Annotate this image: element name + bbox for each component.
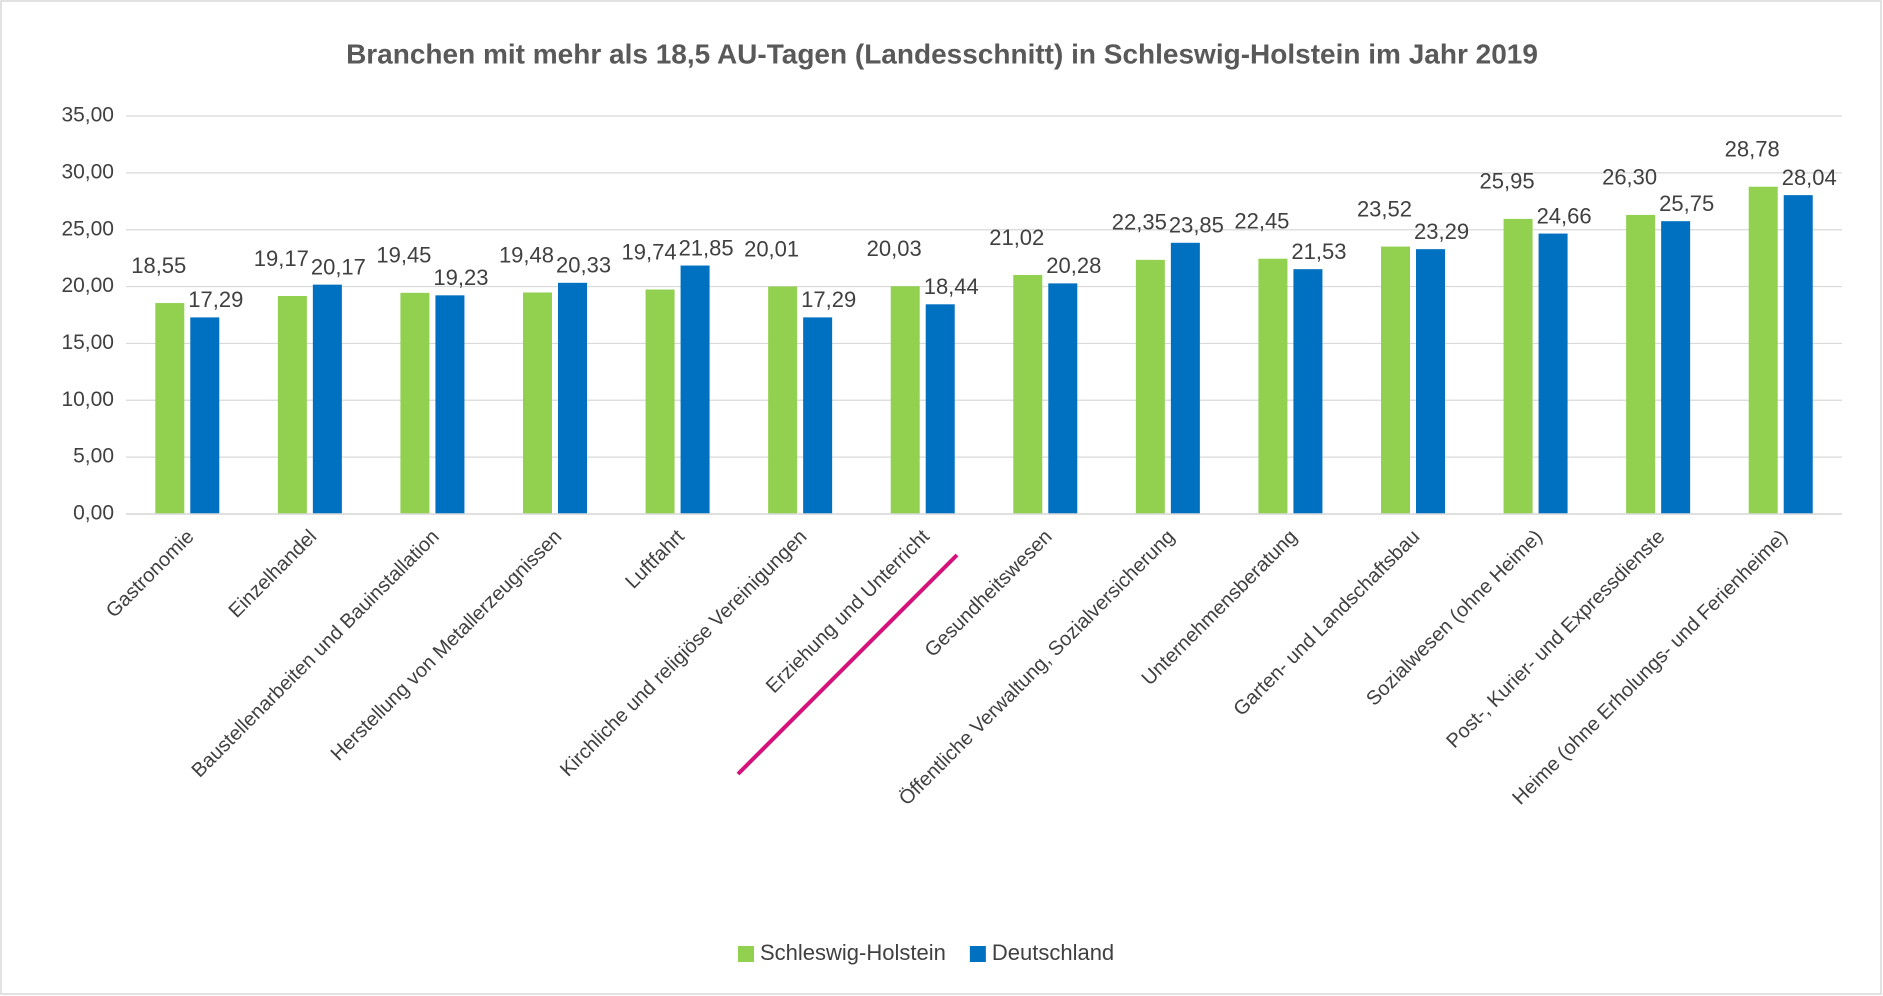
bar [1661, 221, 1691, 514]
data-label: 22,35 [1112, 210, 1167, 235]
highlight-underline [736, 553, 959, 776]
bar [1293, 269, 1323, 514]
bar [277, 296, 307, 514]
bar [155, 303, 185, 514]
data-label: 28,78 [1725, 137, 1780, 162]
y-tick-label: 35,00 [61, 104, 114, 127]
bar [1538, 233, 1568, 514]
data-label: 21,85 [679, 235, 734, 260]
data-label: 22,45 [1234, 209, 1289, 234]
bar [1783, 195, 1813, 514]
data-label: 19,74 [622, 239, 677, 264]
bar [190, 317, 220, 514]
data-label: 18,55 [131, 253, 186, 278]
data-label: 17,29 [188, 287, 243, 312]
bar [523, 292, 552, 514]
data-label: 17,29 [801, 287, 856, 312]
bar [1503, 218, 1533, 514]
bar [435, 295, 465, 514]
bar [803, 317, 833, 514]
data-label: 21,53 [1291, 239, 1346, 264]
y-tick-label: 30,00 [61, 160, 114, 183]
data-label: 20,03 [867, 236, 922, 261]
y-tick-label: 25,00 [61, 217, 114, 240]
data-label: 19,23 [433, 265, 488, 290]
legend-label: Deutschland [992, 940, 1114, 965]
data-label: 25,75 [1659, 191, 1714, 216]
bar [1258, 258, 1288, 514]
bar [1048, 283, 1078, 514]
data-label: 20,28 [1046, 253, 1101, 278]
data-label: 18,44 [924, 274, 979, 299]
data-label: 20,17 [311, 254, 366, 279]
bar [680, 265, 710, 514]
data-label: 26,30 [1602, 165, 1657, 190]
bar [558, 282, 587, 514]
data-label: 19,48 [499, 242, 554, 267]
data-label: 20,33 [556, 253, 611, 278]
data-label: 20,01 [744, 236, 799, 261]
chart-title: Branchen mit mehr als 18,5 AU-Tagen (Lan… [346, 38, 1538, 69]
y-tick-label: 20,00 [61, 274, 114, 297]
bar [1013, 274, 1043, 514]
data-label: 28,04 [1782, 165, 1837, 190]
bar [1135, 259, 1165, 514]
bar [768, 286, 798, 514]
legend-label: Schleswig-Holstein [760, 940, 946, 965]
data-label: 19,45 [376, 243, 431, 268]
data-label: 19,17 [254, 246, 309, 271]
data-label: 23,85 [1169, 213, 1224, 238]
bar [925, 304, 955, 514]
bar [645, 289, 675, 514]
data-label: 23,52 [1357, 196, 1412, 221]
y-tick-label: 15,00 [61, 331, 114, 354]
bar [312, 284, 342, 514]
data-label: 25,95 [1480, 169, 1535, 194]
bar [1381, 246, 1410, 514]
bar [1416, 249, 1445, 514]
bar [400, 292, 430, 514]
data-label: 21,02 [989, 225, 1044, 250]
legend-swatch [969, 946, 986, 962]
legend-swatch [738, 946, 754, 962]
y-tick-label: 0,00 [73, 502, 114, 525]
bar [1626, 214, 1656, 514]
data-label: 24,66 [1537, 203, 1592, 228]
bar [1170, 242, 1200, 514]
y-tick-label: 5,00 [73, 445, 114, 468]
data-label: 23,29 [1414, 219, 1469, 244]
y-tick-label: 10,00 [61, 388, 114, 411]
bar [1748, 186, 1778, 514]
bar [890, 286, 920, 514]
